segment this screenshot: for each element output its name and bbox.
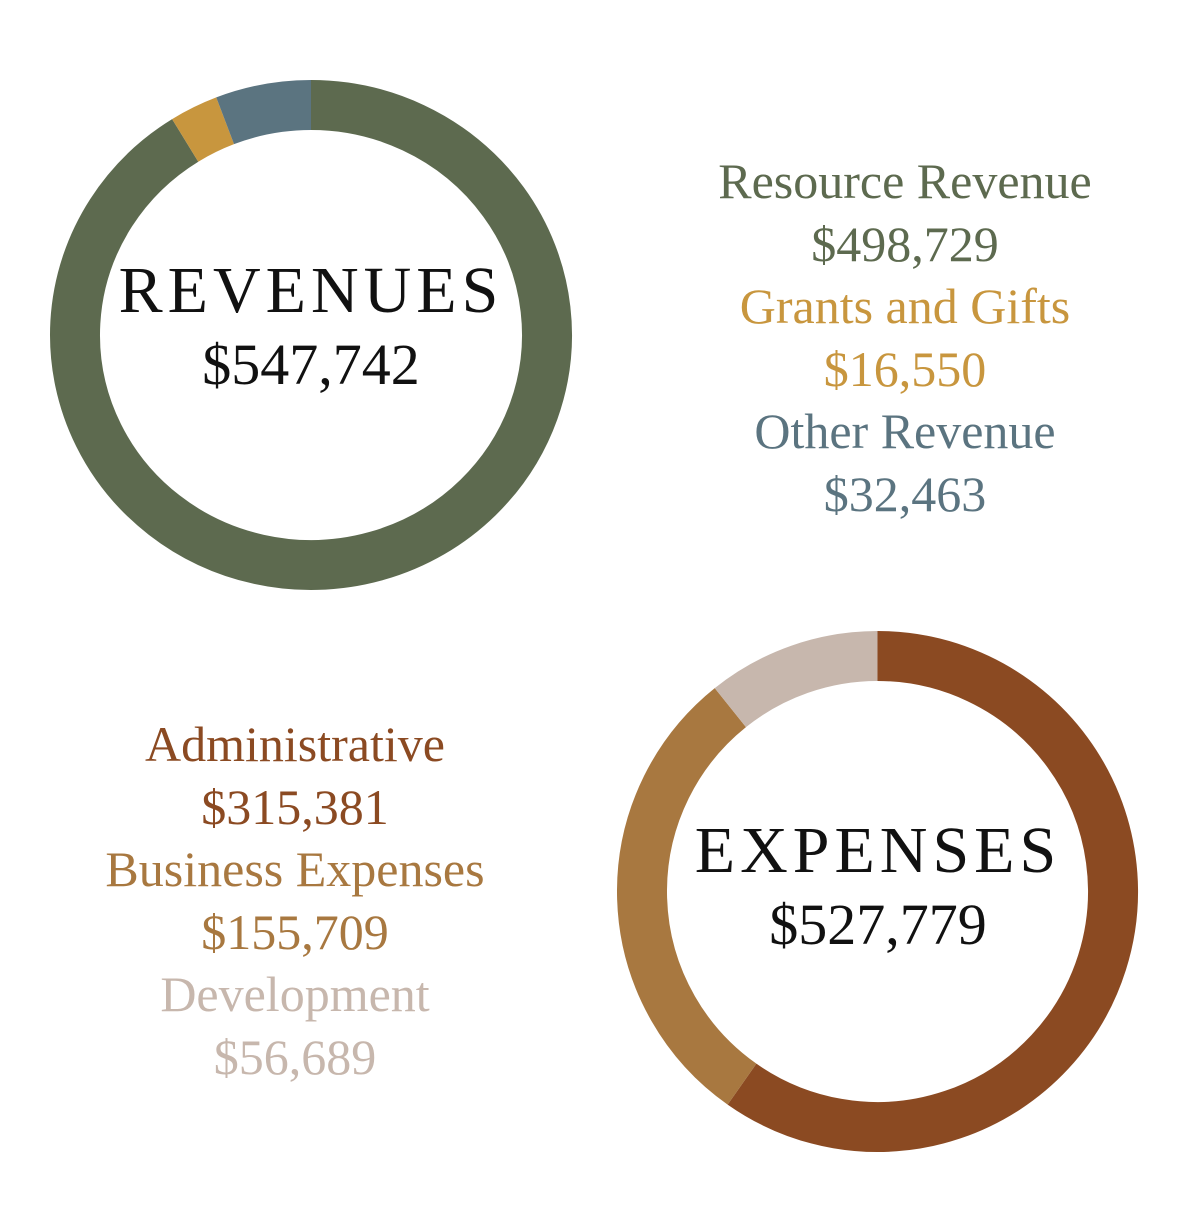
revenues-legend: Resource Revenue $498,729 Grants and Gif…	[655, 150, 1155, 525]
legend-value-business-expenses: $155,709	[201, 903, 389, 960]
expenses-center-label: EXPENSES $527,779	[677, 818, 1079, 954]
revenues-center-label: REVENUES $547,742	[110, 258, 512, 394]
legend-label-resource-revenue: Resource Revenue	[718, 153, 1092, 209]
revenues-total: $547,742	[202, 332, 420, 397]
slice-business-expenses	[617, 688, 757, 1105]
legend-label-development: Development	[160, 966, 430, 1022]
legend-label-grants-and-gifts: Grants and Gifts	[739, 278, 1071, 334]
legend-value-grants-and-gifts: $16,550	[823, 340, 987, 397]
legend-label-other-revenue: Other Revenue	[754, 403, 1056, 459]
revenues-donut-chart	[50, 80, 572, 590]
expenses-total: $527,779	[769, 892, 987, 957]
expenses-title: EXPENSES	[694, 814, 1062, 887]
legend-label-administrative: Administrative	[145, 716, 445, 772]
expenses-legend: Administrative $315,381 Business Expense…	[45, 713, 545, 1088]
expenses-donut-chart	[617, 631, 1138, 1152]
legend-value-resource-revenue: $498,729	[811, 215, 999, 272]
revenues-title: REVENUES	[118, 254, 504, 327]
legend-label-business-expenses: Business Expenses	[105, 841, 485, 897]
slice-grants-and-gifts	[172, 97, 235, 162]
slice-resource-revenue	[50, 80, 572, 590]
slice-development	[714, 631, 878, 728]
legend-value-development: $56,689	[213, 1028, 377, 1085]
slice-administrative	[727, 631, 1138, 1152]
legend-value-other-revenue: $32,463	[823, 465, 987, 522]
legend-value-administrative: $315,381	[201, 778, 389, 835]
slice-other-revenue	[216, 80, 312, 145]
